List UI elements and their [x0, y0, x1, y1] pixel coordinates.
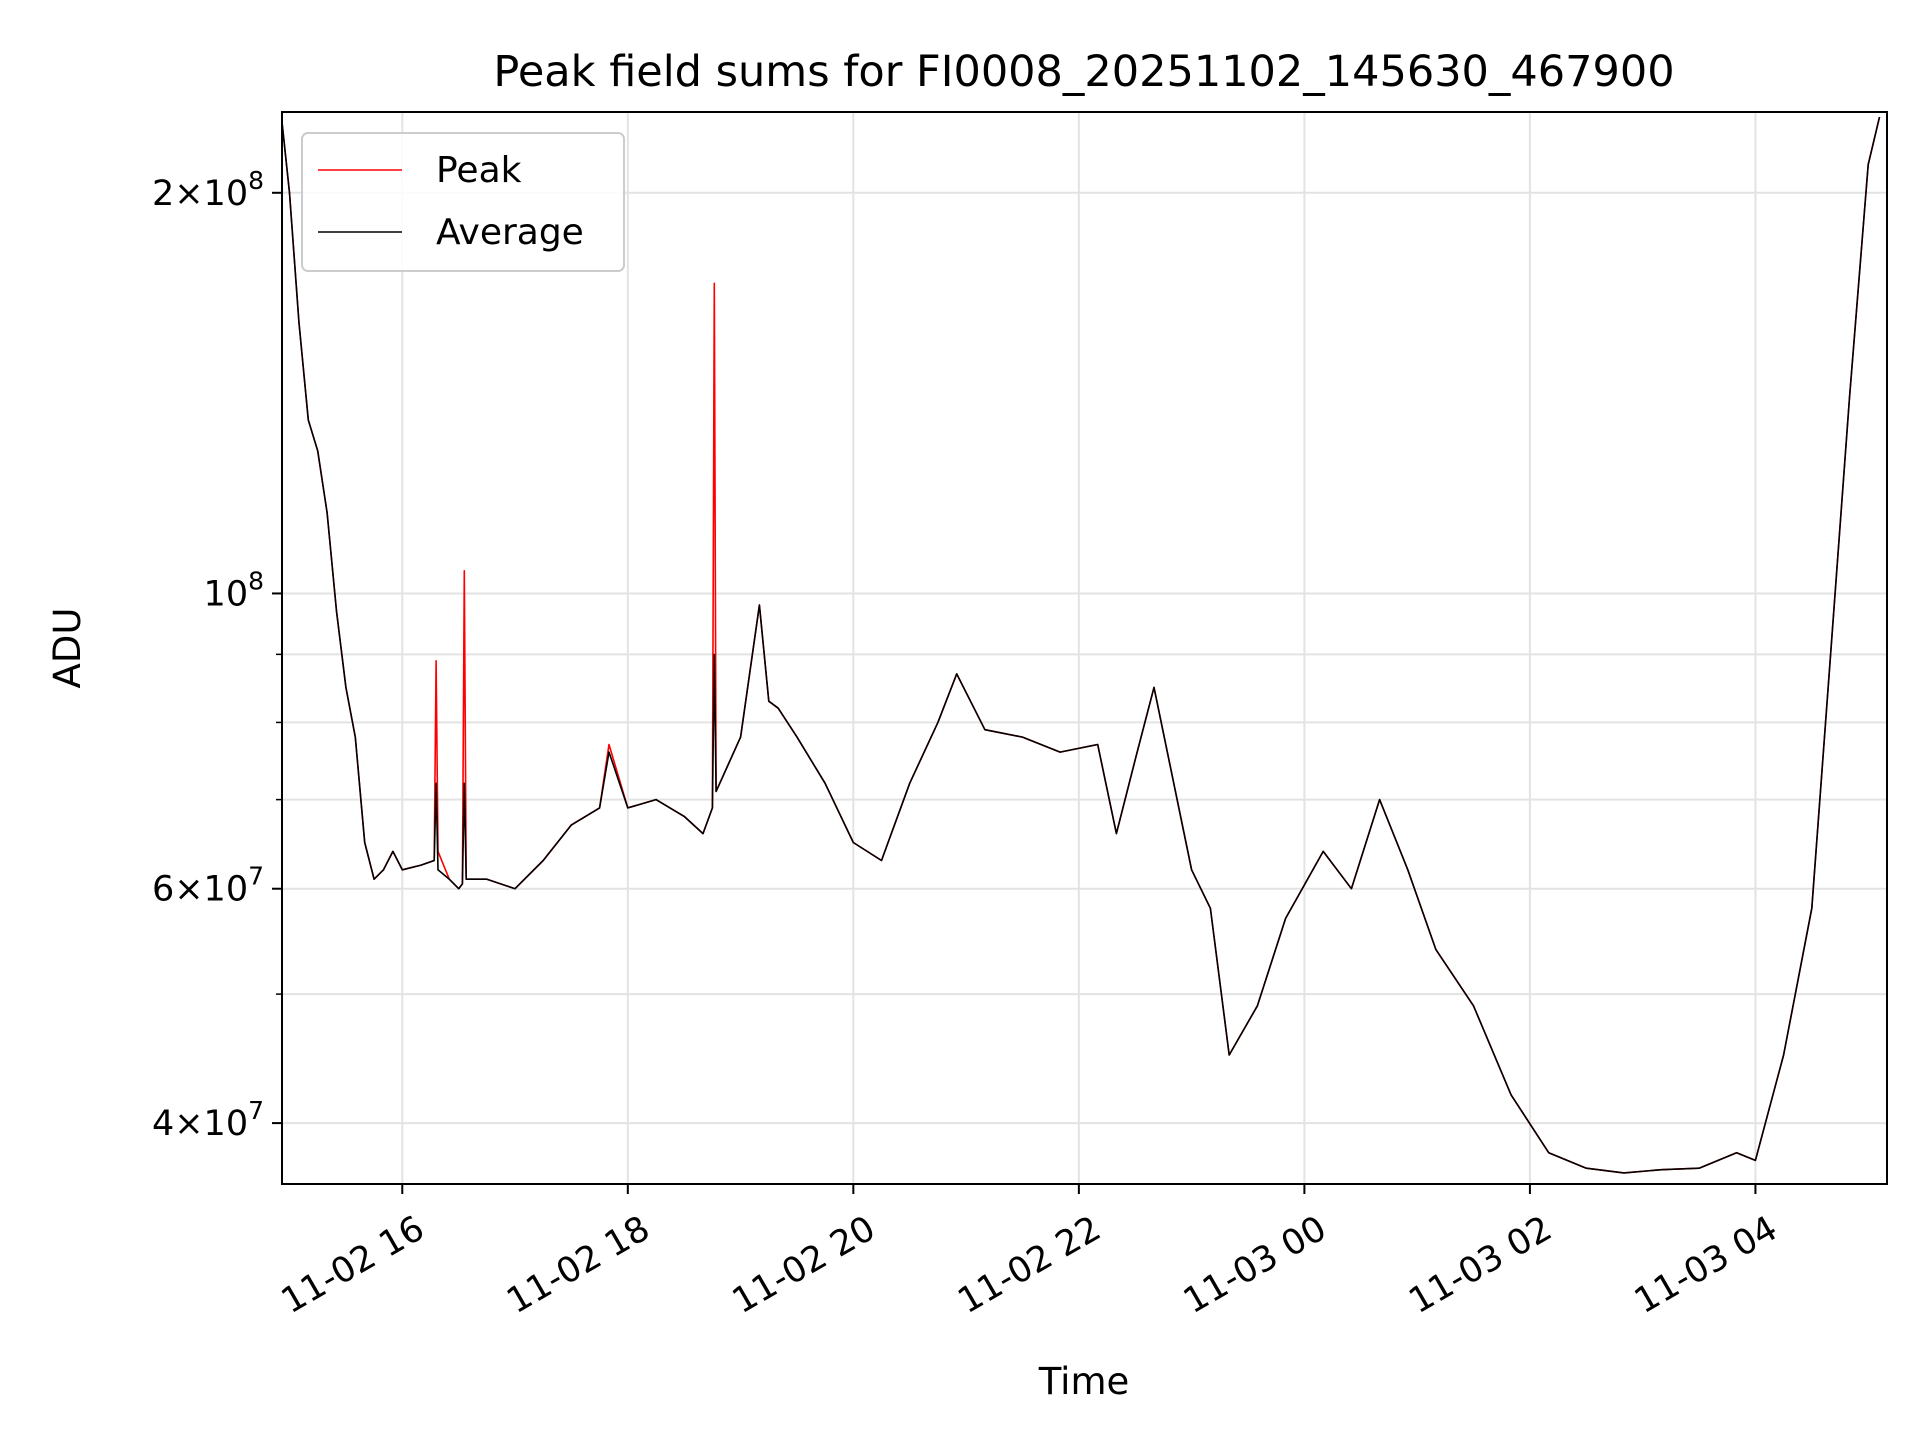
grid — [282, 112, 1887, 1184]
y-tick-label: 108 — [204, 566, 264, 614]
series-line-average — [282, 116, 1881, 1174]
legend-label-peak: Peak — [436, 150, 522, 191]
y-tick-label: 6×107 — [152, 862, 264, 910]
legend-box — [301, 132, 625, 272]
y-tick-label: 2×108 — [152, 166, 264, 214]
series-layer — [282, 116, 1881, 1174]
y-tick-label: 4×107 — [152, 1096, 264, 1144]
x-axis-label: Time — [1038, 1360, 1130, 1403]
y-axis: 4×107 6×107 108 2×108 — [152, 166, 282, 1144]
chart-title: Peak field sums for FI0008_20251102_1456… — [493, 47, 1674, 97]
y-axis-label: ADU — [46, 608, 89, 689]
legend-label-average: Average — [436, 212, 584, 253]
plot-frame — [281, 111, 1888, 1185]
legend: Peak Average — [301, 132, 625, 272]
